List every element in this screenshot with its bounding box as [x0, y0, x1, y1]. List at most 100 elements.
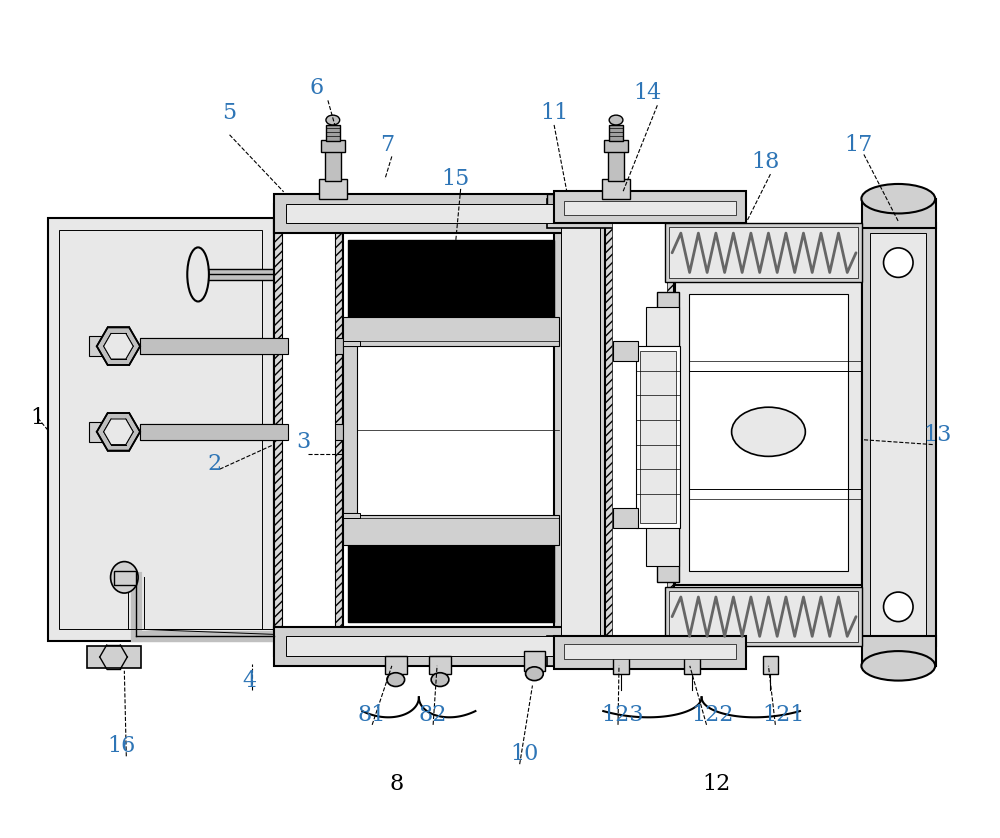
Bar	[613, 656, 629, 674]
Text: 12: 12	[702, 773, 730, 795]
Bar	[343, 317, 559, 346]
Text: 13: 13	[923, 424, 952, 446]
Text: 6: 6	[309, 76, 323, 99]
Text: 10: 10	[510, 743, 539, 765]
Bar	[646, 307, 679, 346]
Bar	[547, 636, 616, 666]
Bar	[385, 656, 407, 674]
Text: 15: 15	[442, 168, 470, 190]
Bar	[613, 341, 638, 361]
Bar	[274, 627, 569, 666]
Bar	[429, 656, 451, 674]
Text: 17: 17	[844, 133, 872, 156]
Bar	[89, 422, 104, 442]
Ellipse shape	[526, 667, 543, 680]
Bar	[274, 204, 343, 656]
Bar	[564, 644, 736, 659]
Bar	[561, 214, 600, 656]
Bar	[684, 656, 700, 674]
Text: 16: 16	[107, 736, 136, 758]
Bar	[343, 514, 360, 519]
Text: 2: 2	[208, 453, 222, 475]
Bar	[325, 149, 341, 181]
Bar	[675, 281, 862, 585]
Text: 123: 123	[602, 704, 644, 726]
Bar	[198, 268, 306, 281]
Bar	[140, 339, 343, 354]
Bar	[604, 140, 628, 152]
Bar	[343, 515, 559, 545]
Text: 7: 7	[380, 133, 394, 156]
Bar	[665, 223, 862, 282]
Ellipse shape	[326, 115, 340, 125]
Text: 1: 1	[31, 407, 45, 429]
Text: 14: 14	[633, 82, 662, 105]
Bar	[326, 125, 340, 141]
Ellipse shape	[187, 247, 209, 302]
Text: 8: 8	[390, 773, 404, 795]
Bar	[613, 509, 638, 528]
Bar	[286, 636, 557, 656]
Bar	[348, 240, 554, 318]
Bar	[343, 341, 360, 346]
Bar	[689, 294, 848, 572]
Ellipse shape	[609, 115, 623, 125]
Bar	[640, 351, 676, 523]
Bar	[114, 572, 136, 585]
Bar	[669, 591, 858, 642]
Bar	[862, 636, 936, 666]
Bar	[554, 204, 608, 666]
Ellipse shape	[111, 561, 138, 593]
Bar	[140, 424, 288, 440]
Text: 82: 82	[419, 704, 447, 726]
Ellipse shape	[861, 184, 935, 214]
Bar	[319, 179, 347, 199]
Text: 122: 122	[691, 704, 734, 726]
Bar	[348, 543, 554, 622]
Bar	[87, 646, 141, 668]
Ellipse shape	[387, 673, 405, 686]
Bar	[343, 223, 559, 636]
Bar	[870, 233, 926, 636]
Bar	[286, 204, 557, 223]
Bar	[609, 125, 623, 141]
Bar	[608, 149, 624, 181]
Bar	[343, 346, 357, 514]
Bar	[602, 179, 630, 199]
Text: 81: 81	[358, 704, 386, 726]
Bar	[612, 214, 667, 656]
Bar	[321, 140, 345, 152]
Bar	[554, 191, 746, 223]
Bar	[554, 636, 746, 669]
Bar	[140, 424, 343, 440]
Bar	[524, 651, 545, 670]
Bar	[657, 292, 679, 582]
Ellipse shape	[732, 407, 805, 457]
Text: 3: 3	[296, 431, 310, 453]
Bar	[89, 336, 104, 356]
Ellipse shape	[431, 673, 449, 686]
Bar	[763, 656, 778, 674]
Bar	[605, 204, 674, 666]
Bar	[547, 194, 616, 209]
Bar	[547, 199, 616, 228]
Text: 18: 18	[751, 152, 780, 173]
Bar	[862, 223, 936, 646]
Text: 121: 121	[762, 704, 804, 726]
Circle shape	[884, 592, 913, 622]
Bar	[862, 199, 936, 228]
Bar	[140, 339, 288, 354]
Bar	[665, 587, 862, 646]
Bar	[636, 346, 680, 528]
Circle shape	[884, 248, 913, 277]
Bar	[282, 214, 335, 646]
Text: 5: 5	[222, 102, 237, 124]
Bar	[274, 194, 569, 233]
Ellipse shape	[861, 651, 935, 680]
Bar	[59, 230, 262, 629]
Bar	[564, 200, 736, 215]
Bar	[646, 526, 679, 566]
Bar	[669, 227, 858, 278]
Text: 4: 4	[242, 670, 256, 691]
Bar	[48, 219, 274, 641]
